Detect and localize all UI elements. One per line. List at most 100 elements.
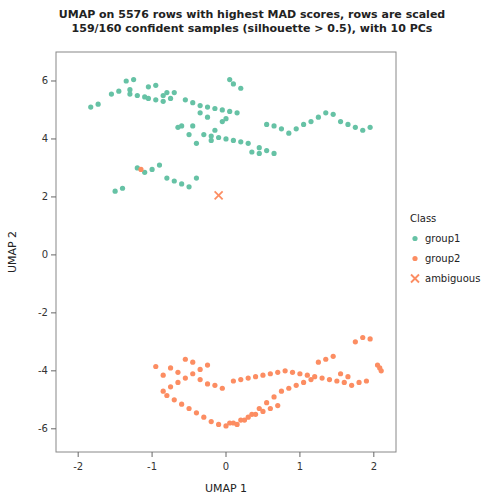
point — [308, 119, 313, 124]
point — [294, 126, 299, 131]
point — [356, 380, 361, 385]
point — [96, 102, 101, 107]
point — [124, 78, 129, 83]
point — [175, 380, 180, 385]
point — [116, 89, 121, 94]
point — [294, 383, 299, 388]
y-tick — [51, 196, 56, 197]
point — [342, 380, 347, 385]
point — [360, 335, 365, 340]
point — [175, 370, 180, 375]
point — [161, 99, 166, 104]
point — [227, 77, 232, 82]
y-tick — [51, 254, 56, 255]
point — [220, 107, 225, 112]
point — [186, 132, 191, 137]
point — [190, 123, 195, 128]
x-stroke — [411, 275, 419, 283]
y-tick-label: -4 — [38, 365, 48, 376]
point — [88, 104, 93, 109]
point — [246, 415, 251, 420]
marks — [88, 77, 384, 429]
point — [168, 365, 173, 370]
point — [172, 90, 177, 95]
point — [264, 148, 269, 153]
x-tick-label: -2 — [73, 461, 83, 472]
point — [316, 360, 321, 365]
point — [283, 368, 288, 373]
point — [113, 189, 118, 194]
point — [149, 167, 154, 172]
point — [198, 110, 203, 115]
point — [279, 126, 284, 131]
x-tick — [299, 452, 300, 457]
legend-label: group1 — [425, 233, 460, 244]
point — [246, 141, 251, 146]
chart: UMAP on 5576 rows with highest MAD score… — [0, 0, 504, 504]
point — [238, 418, 243, 423]
y-tick — [51, 138, 56, 139]
point — [231, 81, 236, 86]
x-tick-label: 2 — [371, 461, 377, 472]
point — [316, 115, 321, 120]
x-tick — [226, 452, 227, 457]
y-tick-label: 2 — [42, 191, 48, 202]
y-tick-label: 4 — [42, 133, 48, 144]
point — [205, 115, 210, 120]
point — [297, 371, 302, 376]
point — [345, 122, 350, 127]
legend-label: group2 — [425, 253, 460, 264]
point — [253, 412, 258, 417]
y-tick-label: -6 — [38, 423, 48, 434]
point — [319, 375, 324, 380]
point — [179, 181, 184, 186]
point — [164, 90, 169, 95]
legend-swatch — [412, 236, 417, 241]
point — [205, 104, 210, 109]
point — [190, 360, 195, 365]
y-tick-label: 0 — [42, 249, 48, 260]
point — [212, 106, 217, 111]
point — [286, 131, 291, 136]
legend-label: ambiguous — [425, 273, 480, 284]
title-line: 159/160 confident samples (silhouette > … — [72, 22, 433, 35]
point — [186, 406, 191, 411]
point — [290, 370, 295, 375]
legend-title: Class — [410, 213, 436, 224]
point — [223, 116, 228, 121]
point — [368, 336, 373, 341]
point — [131, 77, 136, 82]
point — [331, 112, 336, 117]
point — [157, 162, 162, 167]
point — [186, 184, 191, 189]
point — [183, 97, 188, 102]
point — [120, 186, 125, 191]
point — [260, 373, 265, 378]
point — [216, 422, 221, 427]
point — [353, 125, 358, 130]
point — [246, 375, 251, 380]
point — [231, 138, 236, 143]
point — [312, 374, 317, 379]
point — [201, 132, 206, 137]
point — [271, 394, 276, 399]
y-tick — [51, 312, 56, 313]
point — [327, 377, 332, 382]
point — [194, 175, 199, 180]
y-tick — [51, 428, 56, 429]
point — [205, 381, 210, 386]
x-tick — [152, 452, 153, 457]
point — [279, 389, 284, 394]
point — [164, 393, 169, 398]
point — [275, 370, 280, 375]
y-tick — [51, 80, 56, 81]
point — [238, 139, 243, 144]
y-tick — [51, 370, 56, 371]
point — [161, 389, 166, 394]
point — [194, 141, 199, 146]
x-tick-label: -1 — [147, 461, 157, 472]
point — [190, 371, 195, 376]
point — [234, 110, 239, 115]
point — [364, 378, 369, 383]
x-stroke — [215, 191, 223, 199]
